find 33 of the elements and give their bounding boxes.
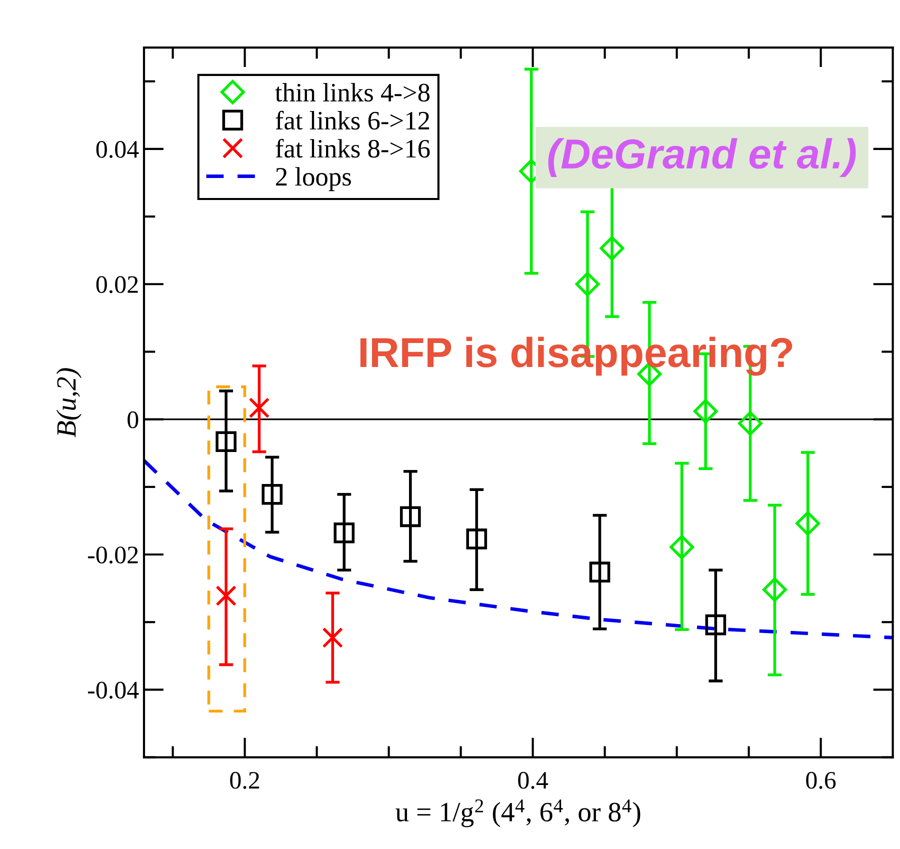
y-tick-label: 0.04 xyxy=(96,140,139,158)
point xyxy=(334,522,355,544)
y-tick-label: 0.02 xyxy=(96,276,138,294)
x-tick-label: 0.4 xyxy=(518,772,548,789)
line-series xyxy=(144,458,893,640)
legend-label: fat links 8->16 xyxy=(276,138,430,158)
y-tick-label: -0.04 xyxy=(88,682,139,699)
point xyxy=(589,562,610,583)
point xyxy=(322,627,344,648)
y-tick-label: -0.02 xyxy=(88,546,138,564)
y-axis-title: B(u,2) xyxy=(56,368,82,438)
y-tick-label: 0 xyxy=(128,411,138,428)
point xyxy=(400,506,421,528)
legend-label: thin links 4->8 xyxy=(275,83,430,102)
point xyxy=(762,577,787,602)
point xyxy=(248,397,270,418)
x-tick-label: 0.6 xyxy=(806,772,836,789)
legend-label: fat links 6->12 xyxy=(276,110,430,130)
point xyxy=(600,236,624,260)
point xyxy=(670,534,694,560)
legend-label: 2 loops xyxy=(276,167,351,192)
point xyxy=(466,528,488,550)
annotation: (DeGrand et al.) xyxy=(548,138,856,177)
point xyxy=(575,272,600,296)
point xyxy=(705,614,726,636)
point xyxy=(262,484,283,505)
point xyxy=(693,399,718,424)
point xyxy=(738,411,762,436)
point xyxy=(216,585,236,606)
text: u = 1/g$^{2}$ (4$^{4}$, 6$^{4}$, or 8$^{4}$) xyxy=(396,799,640,828)
x-tick-label: 0.2 xyxy=(230,772,260,789)
point xyxy=(216,431,236,452)
point xyxy=(796,511,820,536)
